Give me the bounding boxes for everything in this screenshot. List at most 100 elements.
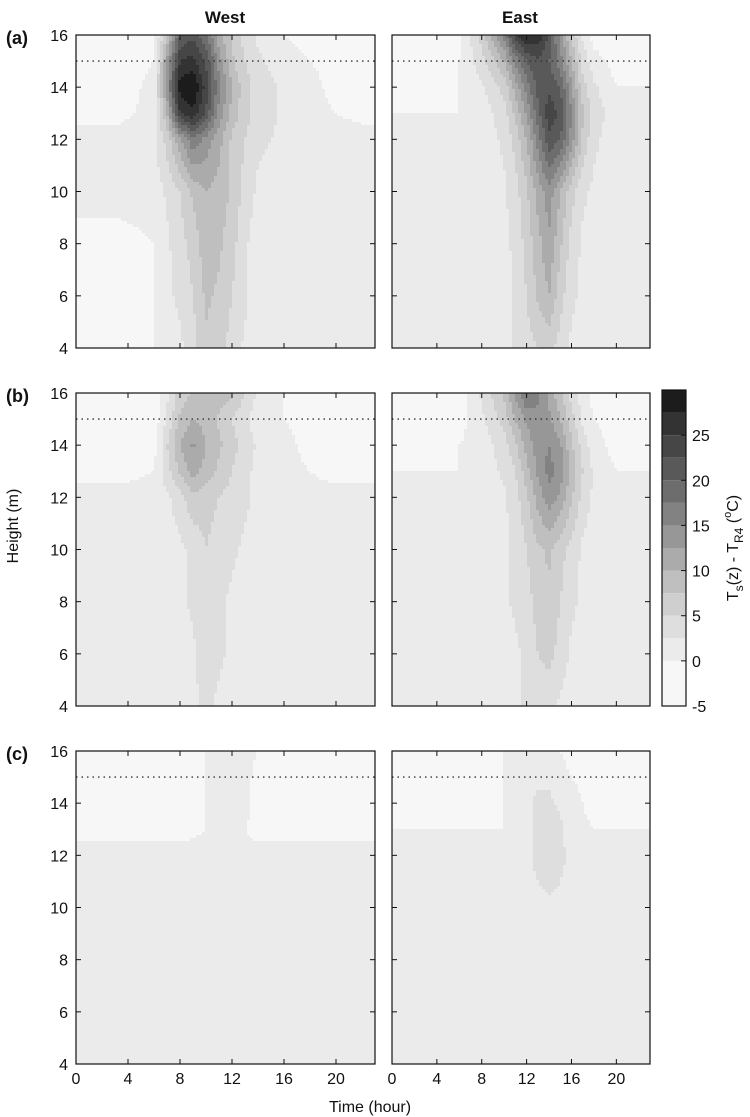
contour-cell <box>223 65 227 69</box>
contour-cell <box>172 119 176 123</box>
contour-cell <box>289 134 293 138</box>
contour-cell <box>88 110 92 114</box>
contour-cell <box>367 101 371 105</box>
contour-cell <box>193 131 197 135</box>
contour-cell <box>217 125 221 129</box>
contour-cell <box>145 80 149 84</box>
contour-cell <box>256 95 260 99</box>
contour-cell <box>136 80 140 84</box>
contour-cell <box>358 158 362 162</box>
contour-cell <box>289 155 293 159</box>
contour-cell <box>136 140 140 144</box>
contour-cell <box>178 155 182 159</box>
contour-cell <box>334 77 338 81</box>
contour-cell <box>175 53 179 57</box>
contour-cell <box>175 56 179 60</box>
contour-cell <box>364 53 368 57</box>
contour-cell <box>313 38 317 42</box>
contour-cell <box>142 134 146 138</box>
contour-cell <box>124 80 128 84</box>
contour-cell <box>298 53 302 57</box>
contour-cell <box>112 35 116 39</box>
contour-cell <box>364 44 368 48</box>
contour-cell <box>298 38 302 42</box>
contour-cell <box>121 68 125 72</box>
contour-cell <box>163 68 167 72</box>
contour-cell <box>334 95 338 99</box>
contour-cell <box>211 146 215 150</box>
contour-cell <box>280 53 284 57</box>
contour-cell <box>100 59 104 63</box>
contour-cell <box>133 41 137 45</box>
contour-cell <box>253 77 257 81</box>
contour-cell <box>148 80 152 84</box>
contour-cell <box>136 167 140 171</box>
contour-cell <box>187 50 191 54</box>
contour-cell <box>79 68 83 72</box>
contour-cell <box>268 89 272 93</box>
contour-cell <box>169 167 173 171</box>
contour-cell <box>373 134 375 138</box>
contour-cell <box>295 158 299 162</box>
contour-cell <box>313 41 317 45</box>
contour-cell <box>154 53 158 57</box>
contour-cell <box>85 101 89 105</box>
contour-cell <box>310 89 314 93</box>
contour-cell <box>367 50 371 54</box>
contour-cell <box>160 83 164 87</box>
contour-cell <box>163 158 167 162</box>
contour-cell <box>124 113 128 117</box>
contour-cell <box>139 89 143 93</box>
contour-cell <box>151 119 155 123</box>
contour-cell <box>280 47 284 51</box>
contour-cell <box>214 173 218 177</box>
contour-cell <box>199 110 203 114</box>
contour-cell <box>130 149 134 153</box>
contour-cell <box>91 107 95 111</box>
contour-cell <box>178 53 182 57</box>
contour-cell <box>286 104 290 108</box>
contour-cell <box>103 68 107 72</box>
contour-cell <box>283 104 287 108</box>
column-title-west: West <box>205 8 246 27</box>
contour-cell <box>148 134 152 138</box>
contour-cell <box>343 116 347 120</box>
contour-cell <box>196 131 200 135</box>
contour-cell <box>244 158 248 162</box>
contour-cell <box>214 68 218 72</box>
contour-cell <box>226 68 230 72</box>
contour-cell <box>325 122 329 126</box>
contour-cell <box>361 71 365 75</box>
contour-cell <box>103 131 107 135</box>
contour-cell <box>139 92 143 96</box>
contour-cell <box>277 83 281 87</box>
contour-cell <box>343 107 347 111</box>
contour-cell <box>316 68 320 72</box>
contour-cell <box>232 98 236 102</box>
contour-cell <box>184 38 188 42</box>
contour-cell <box>85 164 89 168</box>
contour-cell <box>349 143 353 147</box>
contour-cell <box>88 95 92 99</box>
contour-cell <box>172 131 176 135</box>
contour-cell <box>193 140 197 144</box>
contour-cell <box>181 95 185 99</box>
contour-cell <box>256 113 260 117</box>
contour-cell <box>316 65 320 69</box>
contour-cell <box>316 47 320 51</box>
contour-cell <box>217 50 221 54</box>
contour-cell <box>154 167 158 171</box>
contour-cell <box>238 173 242 177</box>
contour-cell <box>163 176 167 180</box>
contour-cell <box>310 62 314 66</box>
contour-cell <box>340 104 344 108</box>
contour-cell <box>340 92 344 96</box>
contour-cell <box>76 155 80 159</box>
contour-cell <box>163 152 167 156</box>
contour-cell <box>196 170 200 174</box>
contour-cell <box>181 158 185 162</box>
contour-cell <box>169 47 173 51</box>
contour-cell <box>130 65 134 69</box>
contour-cell <box>295 161 299 165</box>
contour-cell <box>229 107 233 111</box>
